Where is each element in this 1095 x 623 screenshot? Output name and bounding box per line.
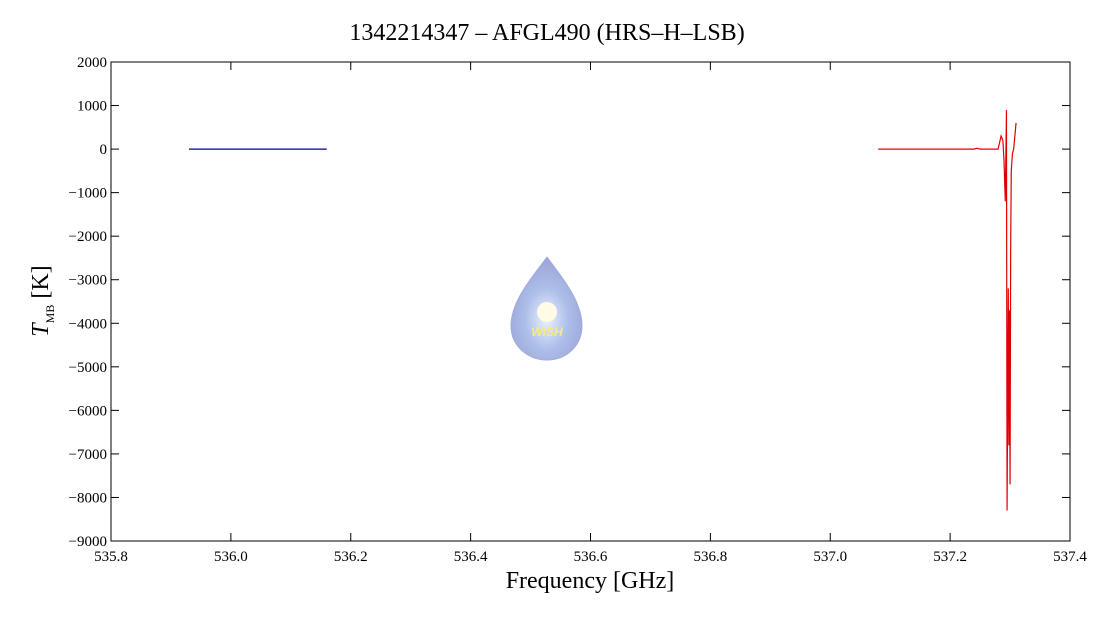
y-label-unit: [K] (28, 265, 54, 298)
x-tick-label: 536.8 (694, 549, 728, 565)
x-tick-label: 536.4 (454, 549, 488, 565)
y-tick-label: −4000 (69, 316, 107, 332)
logo-text: WISH (531, 325, 563, 339)
spectrum-line (878, 109, 1017, 511)
y-tick-label: −8000 (69, 490, 107, 506)
y-tick-label: −7000 (69, 447, 107, 463)
y-tick-label: 0 (100, 142, 108, 158)
y-label-symbol: T (28, 322, 54, 337)
x-tick-label: 536.2 (334, 549, 368, 565)
x-tick-label: 535.8 (94, 549, 128, 565)
y-label-sub: MB (43, 305, 57, 324)
chart-title: 1342214347 – AFGL490 (HRS–H–LSB) (349, 20, 744, 46)
x-axis-label: Frequency [GHz] (506, 568, 675, 594)
y-tick-label: −5000 (69, 360, 107, 376)
y-tick-label: 1000 (77, 99, 107, 115)
y-tick-label: −1000 (69, 186, 107, 202)
plot-frame (110, 61, 1071, 542)
x-tick-label: 537.2 (933, 549, 967, 565)
y-tick-label: −2000 (69, 229, 107, 245)
y-tick-label: −9000 (69, 534, 107, 550)
x-tick-label: 536.6 (574, 549, 608, 565)
x-tick-label: 536.0 (214, 549, 248, 565)
y-axis-label: TMB [K] (28, 265, 57, 336)
y-tick-label: −3000 (69, 273, 107, 289)
y-tick-label: −6000 (69, 403, 107, 419)
y-tick-label: 2000 (77, 55, 107, 71)
x-tick-label: 537.4 (1053, 549, 1087, 565)
x-tick-label: 537.0 (813, 549, 847, 565)
watermark-logo: WISH (510, 256, 583, 361)
logo-star (537, 302, 557, 322)
